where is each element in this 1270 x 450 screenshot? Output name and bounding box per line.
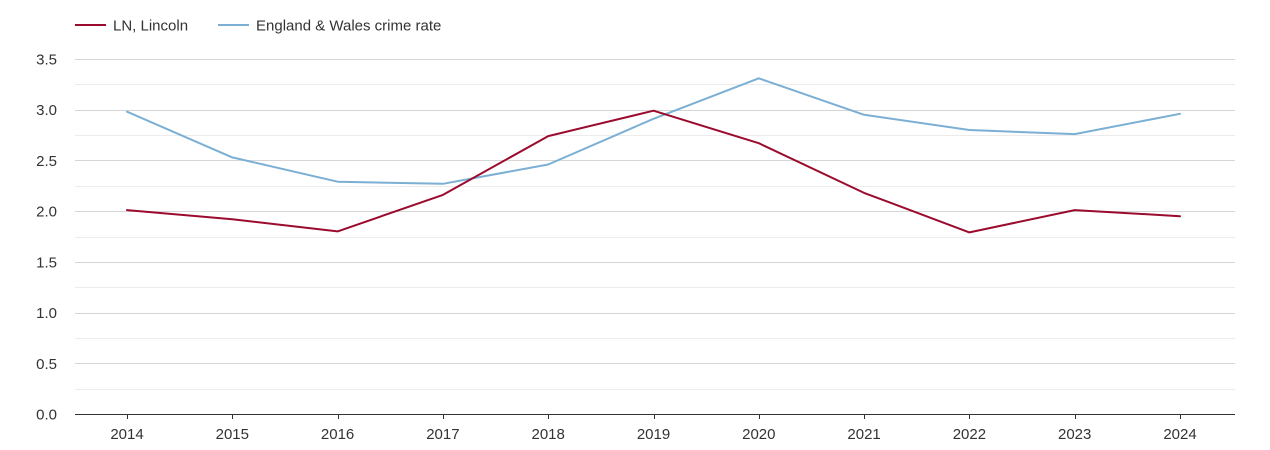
y-tick-label: 2.5 (36, 153, 57, 170)
y-tick-label: 1.5 (36, 254, 57, 271)
x-tick-label: 2022 (953, 426, 986, 443)
series-line-ln-lincoln[interactable] (126, 109, 1181, 234)
x-tick-label: 2014 (110, 426, 143, 443)
y-tick-label: 0.5 (36, 356, 57, 373)
y-tick-label: 3.0 (36, 102, 57, 119)
y-tick-label: 2.0 (36, 204, 57, 221)
legend-label-ln-lincoln: LN, Lincoln (113, 18, 188, 35)
x-tick-label: 2018 (532, 426, 565, 443)
y-tick-label: 3.5 (36, 52, 57, 69)
series-line-england-wales[interactable] (126, 77, 1181, 185)
y-axis: 0.0 0.5 1.0 1.5 2.0 2.5 3.0 3.5 (36, 52, 57, 424)
x-tick-label: 2020 (742, 426, 775, 443)
series-lines (126, 77, 1181, 234)
y-tick-label: 1.0 (36, 305, 57, 322)
x-tick-label: 2024 (1163, 426, 1196, 443)
x-tick-label: 2017 (426, 426, 459, 443)
x-tick-label: 2015 (216, 426, 249, 443)
x-axis: 2014 2015 2016 2017 2018 2019 2020 2021 2022 2023… (75, 414, 1235, 443)
x-tick-label: 2019 (637, 426, 670, 443)
legend-item-england-wales[interactable]: England & Wales crime rate (218, 18, 441, 35)
y-tick-label: 0.0 (36, 407, 57, 424)
x-tick-label: 2021 (847, 426, 880, 443)
legend-label-england-wales: England & Wales crime rate (256, 18, 441, 35)
x-tick-label: 2023 (1058, 426, 1091, 443)
x-tick-label: 2016 (321, 426, 354, 443)
legend-item-ln-lincoln[interactable]: LN, Lincoln (75, 18, 188, 35)
gridlines (75, 59, 1235, 390)
legend: LN, Lincoln England & Wales crime rate (75, 18, 441, 35)
